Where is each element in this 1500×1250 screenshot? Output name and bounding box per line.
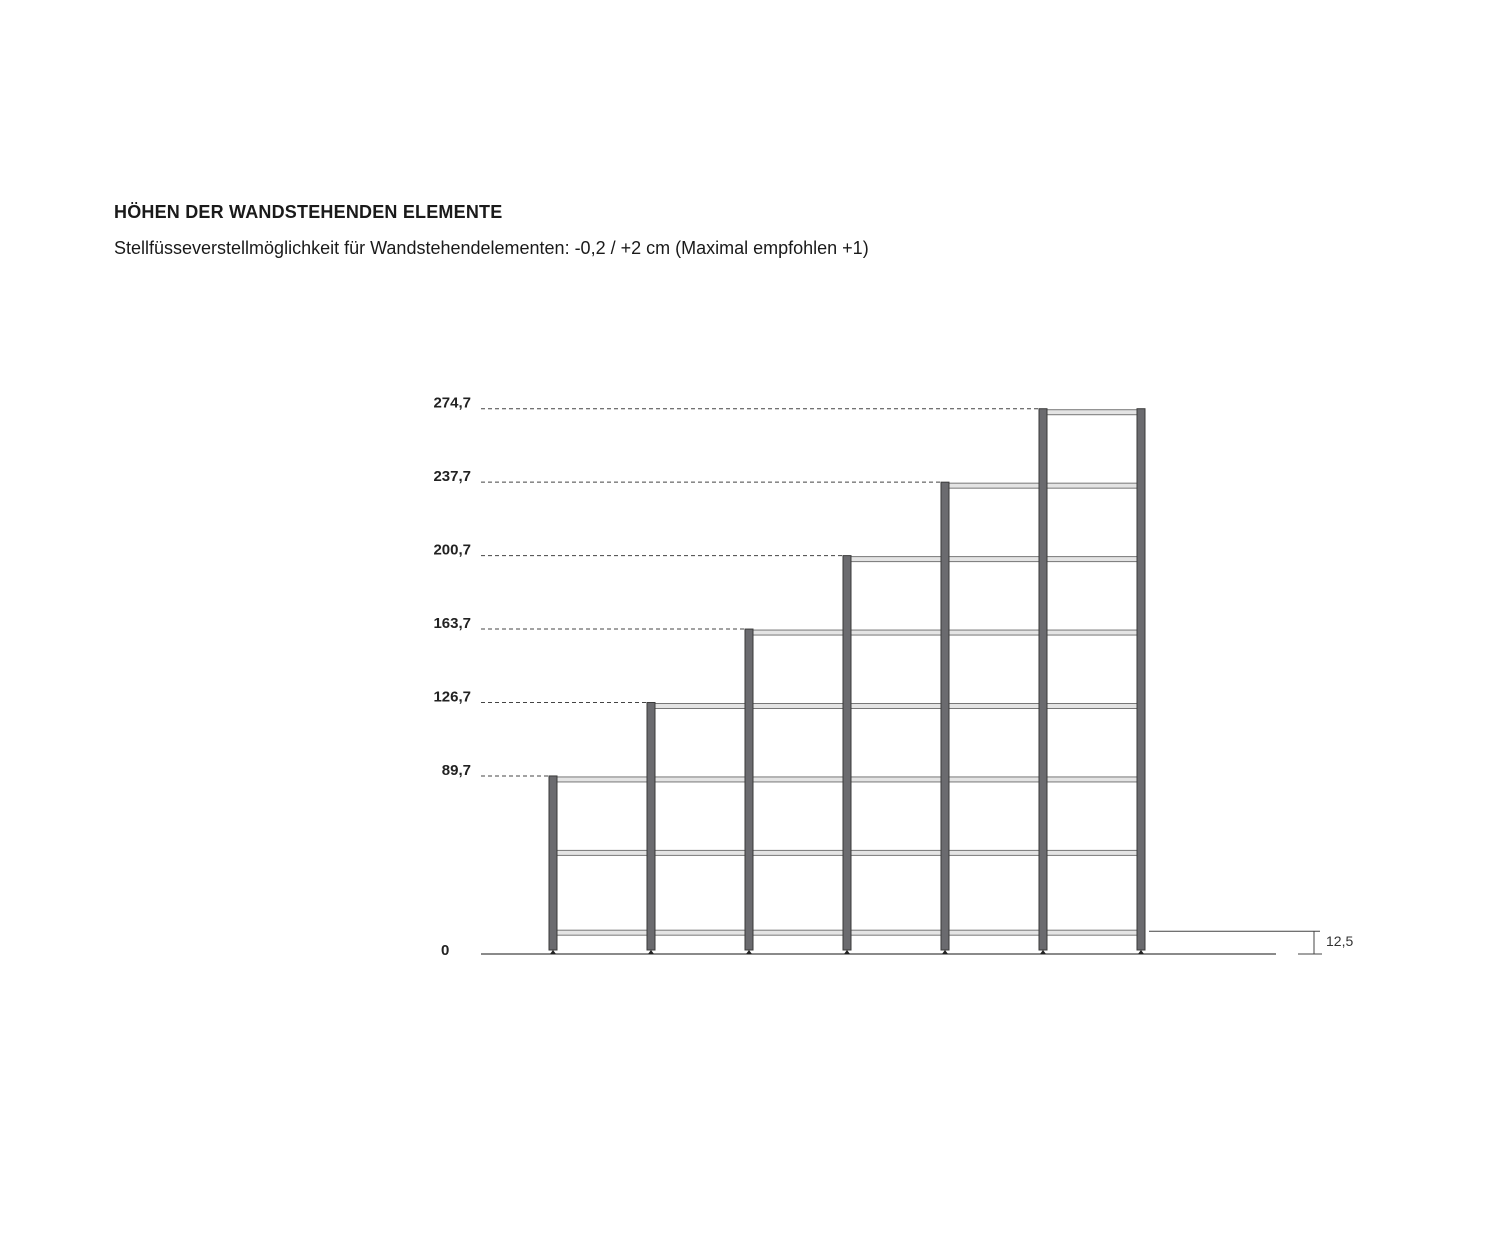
height-label: 89,7 [442, 762, 471, 779]
post [842, 555, 852, 951]
adjustable-foot-icon [844, 950, 850, 954]
shelf [1046, 703, 1138, 710]
adjustable-foot-icon [1138, 950, 1144, 954]
shelf [556, 776, 648, 783]
shelf [1046, 776, 1138, 783]
shelf [752, 776, 844, 783]
shelf [1046, 629, 1138, 636]
shelf [948, 482, 1040, 489]
adjustable-foot-icon [550, 950, 556, 954]
page-title: HÖHEN DER WANDSTEHENDEN ELEMENTE [114, 202, 503, 222]
shelf [752, 703, 844, 710]
bottom-shelf-dimension-label: 12,5 [1326, 933, 1353, 949]
post [1136, 408, 1146, 951]
shelf [752, 849, 844, 856]
shelf [948, 929, 1040, 936]
height-label: 126,7 [433, 689, 471, 706]
shelf [1046, 929, 1138, 936]
shelf [948, 556, 1040, 563]
post [1038, 408, 1048, 951]
shelf [850, 703, 942, 710]
shelf [948, 849, 1040, 856]
post [548, 775, 558, 951]
adjustable-foot-icon [1040, 950, 1046, 954]
adjustable-foot-icon [746, 950, 752, 954]
post [744, 628, 754, 951]
shelf [752, 629, 844, 636]
shelf [556, 929, 648, 936]
zero-label: 0 [441, 942, 449, 959]
adjustable-foot-icon [648, 950, 654, 954]
height-label: 237,7 [433, 468, 471, 485]
shelf [850, 629, 942, 636]
shelf [850, 556, 942, 563]
shelf [654, 703, 746, 710]
shelf [556, 849, 648, 856]
post [646, 702, 656, 951]
shelf [1046, 849, 1138, 856]
shelf [850, 849, 942, 856]
shelf [948, 629, 1040, 636]
height-label: 163,7 [433, 615, 471, 632]
shelf [850, 929, 942, 936]
adjustable-foot-icon [942, 950, 948, 954]
shelf [948, 703, 1040, 710]
shelf [1046, 556, 1138, 563]
shelf [654, 849, 746, 856]
height-label: 200,7 [433, 542, 471, 559]
page-subtitle: Stellfüsseverstellmöglichkeit für Wandst… [114, 238, 869, 258]
height-label: 274,7 [433, 395, 471, 412]
shelf [850, 776, 942, 783]
shelf [654, 776, 746, 783]
shelf [1046, 409, 1138, 416]
shelf [948, 776, 1040, 783]
shelf [752, 929, 844, 936]
post [940, 481, 950, 951]
shelf [654, 929, 746, 936]
shelf [1046, 482, 1138, 489]
